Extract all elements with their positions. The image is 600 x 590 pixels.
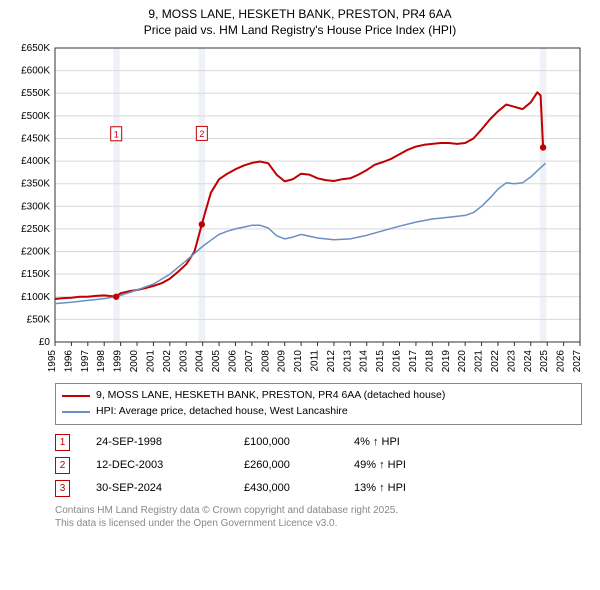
svg-text:2: 2: [199, 129, 204, 139]
svg-text:2018: 2018: [424, 350, 435, 372]
footer-line1: Contains HM Land Registry data © Crown c…: [55, 504, 582, 518]
svg-text:£100K: £100K: [21, 292, 50, 303]
svg-text:2001: 2001: [145, 350, 156, 372]
event-pct: 49% ↑ HPI: [354, 459, 406, 471]
svg-text:2010: 2010: [293, 350, 304, 372]
event-price: £430,000: [244, 482, 354, 494]
svg-text:£0: £0: [39, 337, 51, 348]
line-chart: £0 £50K £100K £150K £200K £250K £300K £350K £400…: [10, 42, 590, 372]
svg-text:2014: 2014: [359, 350, 370, 372]
events-table: 1 24-SEP-1998 £100,000 4% ↑ HPI 2 12-DEC…: [55, 431, 582, 500]
svg-text:£150K: £150K: [21, 270, 50, 281]
svg-text:£350K: £350K: [21, 179, 50, 190]
svg-text:2011: 2011: [310, 350, 321, 372]
event-row: 3 30-SEP-2024 £430,000 13% ↑ HPI: [55, 477, 582, 500]
svg-text:2013: 2013: [342, 350, 353, 372]
arrow-up-icon: ↑: [373, 436, 379, 448]
event-row: 1 24-SEP-1998 £100,000 4% ↑ HPI: [55, 431, 582, 454]
event-date: 24-SEP-1998: [96, 436, 244, 448]
svg-text:£450K: £450K: [21, 134, 50, 145]
event-price: £260,000: [244, 459, 354, 471]
svg-text:1999: 1999: [113, 350, 124, 372]
title-line1: 9, MOSS LANE, HESKETH BANK, PRESTON, PR4…: [0, 6, 600, 22]
svg-text:2019: 2019: [441, 350, 452, 372]
event-marker-icon: 1: [55, 434, 70, 451]
svg-text:£300K: £300K: [21, 202, 50, 213]
svg-text:1: 1: [114, 130, 119, 140]
event-date: 30-SEP-2024: [96, 482, 244, 494]
svg-text:£500K: £500K: [21, 111, 50, 122]
svg-text:2026: 2026: [556, 350, 567, 372]
event-row: 2 12-DEC-2003 £260,000 49% ↑ HPI: [55, 454, 582, 477]
event-marker-icon: 2: [55, 457, 70, 474]
svg-text:£200K: £200K: [21, 247, 50, 258]
svg-text:2020: 2020: [457, 350, 468, 372]
svg-text:2024: 2024: [523, 350, 534, 372]
svg-text:£650K: £650K: [21, 43, 50, 54]
svg-text:2005: 2005: [211, 350, 222, 372]
svg-text:2016: 2016: [392, 350, 403, 372]
svg-text:2009: 2009: [277, 350, 288, 372]
legend-label: HPI: Average price, detached house, West…: [96, 404, 348, 420]
title-line2: Price paid vs. HM Land Registry's House …: [0, 22, 600, 38]
svg-text:2015: 2015: [375, 350, 386, 372]
footer-attribution: Contains HM Land Registry data © Crown c…: [55, 504, 582, 531]
svg-text:2000: 2000: [129, 350, 140, 372]
event-date: 12-DEC-2003: [96, 459, 244, 471]
svg-text:2007: 2007: [244, 350, 255, 372]
event-pct: 4% ↑ HPI: [354, 436, 400, 448]
svg-text:2027: 2027: [572, 350, 583, 372]
svg-text:1995: 1995: [47, 350, 58, 372]
legend: 9, MOSS LANE, HESKETH BANK, PRESTON, PR4…: [55, 383, 582, 425]
svg-text:£250K: £250K: [21, 224, 50, 235]
svg-text:1997: 1997: [80, 350, 91, 372]
arrow-up-icon: ↑: [379, 459, 385, 471]
event-marker-icon: 3: [55, 480, 70, 497]
arrow-up-icon: ↑: [379, 482, 385, 494]
svg-text:2004: 2004: [195, 350, 206, 372]
footer-line2: This data is licensed under the Open Gov…: [55, 517, 582, 531]
svg-text:2017: 2017: [408, 350, 419, 372]
svg-text:2003: 2003: [178, 350, 189, 372]
legend-swatch: [62, 395, 90, 397]
svg-text:£550K: £550K: [21, 89, 50, 100]
legend-item: 9, MOSS LANE, HESKETH BANK, PRESTON, PR4…: [62, 388, 575, 404]
svg-text:2006: 2006: [227, 350, 238, 372]
legend-label: 9, MOSS LANE, HESKETH BANK, PRESTON, PR4…: [96, 388, 445, 404]
svg-text:2012: 2012: [326, 350, 337, 372]
svg-text:£400K: £400K: [21, 156, 50, 167]
svg-text:£600K: £600K: [21, 66, 50, 77]
svg-text:£50K: £50K: [27, 315, 51, 326]
svg-text:1998: 1998: [96, 350, 107, 372]
legend-swatch: [62, 411, 90, 413]
svg-text:2022: 2022: [490, 350, 501, 372]
chart-area: £0 £50K £100K £150K £200K £250K £300K £350K £400…: [10, 42, 590, 377]
svg-text:2021: 2021: [474, 350, 485, 372]
svg-text:1996: 1996: [63, 350, 74, 372]
event-pct: 13% ↑ HPI: [354, 482, 406, 494]
svg-text:2023: 2023: [506, 350, 517, 372]
event-price: £100,000: [244, 436, 354, 448]
legend-item: HPI: Average price, detached house, West…: [62, 404, 575, 420]
svg-text:2008: 2008: [260, 350, 271, 372]
chart-title: 9, MOSS LANE, HESKETH BANK, PRESTON, PR4…: [0, 0, 600, 38]
svg-text:2002: 2002: [162, 350, 173, 372]
svg-text:2025: 2025: [539, 350, 550, 372]
